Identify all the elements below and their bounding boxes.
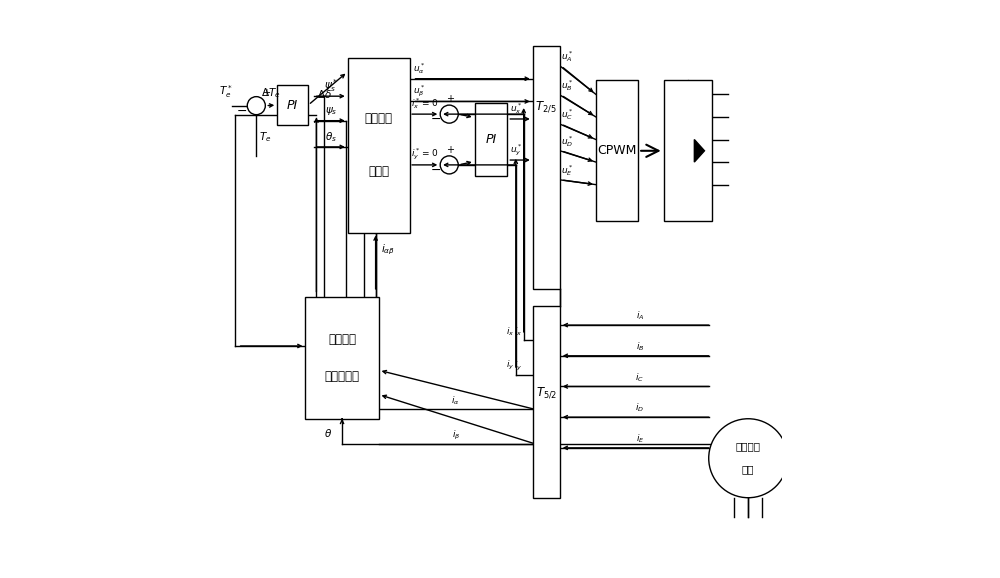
Text: $T_{2/5}$: $T_{2/5}$ xyxy=(535,100,557,114)
Text: $i_C$: $i_C$ xyxy=(635,371,644,384)
Text: 转矩观测器: 转矩观测器 xyxy=(325,370,360,383)
Text: $T_{5/2}$: $T_{5/2}$ xyxy=(536,385,557,399)
Text: $T_e^*$: $T_e^*$ xyxy=(219,83,233,100)
Text: +: + xyxy=(262,88,270,98)
Text: 预测器: 预测器 xyxy=(368,165,389,178)
Text: 电压矢量: 电压矢量 xyxy=(365,112,393,125)
Text: +: + xyxy=(446,94,454,105)
Polygon shape xyxy=(694,139,704,162)
Bar xyxy=(533,46,560,289)
Text: $i_D$: $i_D$ xyxy=(635,402,644,414)
Bar xyxy=(664,80,712,221)
Text: $i_E$: $i_E$ xyxy=(636,432,644,445)
Text: $i_y^*=0$: $i_y^*=0$ xyxy=(411,147,439,162)
Text: $u_A^*$: $u_A^*$ xyxy=(561,49,574,64)
Text: −: − xyxy=(430,113,441,126)
Text: 五相永磁: 五相永磁 xyxy=(736,441,761,451)
Text: $i_x^*=0$: $i_x^*=0$ xyxy=(411,97,439,112)
Bar xyxy=(533,306,560,498)
Text: $u_D^*$: $u_D^*$ xyxy=(561,134,574,149)
Text: $\theta$: $\theta$ xyxy=(324,427,332,439)
Circle shape xyxy=(247,97,265,114)
Text: PI: PI xyxy=(485,133,497,146)
Text: PI: PI xyxy=(287,99,298,112)
Text: $u_{\beta}^*$: $u_{\beta}^*$ xyxy=(413,83,425,99)
Text: $i_y$: $i_y$ xyxy=(514,360,523,373)
Text: $u_B^*$: $u_B^*$ xyxy=(561,79,574,94)
Text: $\Delta T_e$: $\Delta T_e$ xyxy=(261,86,281,100)
Circle shape xyxy=(440,156,458,174)
Text: 定子磁链: 定子磁链 xyxy=(328,334,356,346)
Circle shape xyxy=(709,418,788,498)
Text: $\psi_s^*$: $\psi_s^*$ xyxy=(324,77,338,94)
Text: $u_C^*$: $u_C^*$ xyxy=(561,108,574,123)
Text: −: − xyxy=(430,164,441,177)
Text: $i_x$: $i_x$ xyxy=(514,326,523,338)
Text: 电机: 电机 xyxy=(742,465,754,475)
Text: $u_{\alpha}^*$: $u_{\alpha}^*$ xyxy=(413,61,425,76)
Text: $i_B$: $i_B$ xyxy=(636,340,644,353)
Text: $i_A$: $i_A$ xyxy=(636,310,644,323)
Text: CPWM: CPWM xyxy=(597,144,637,157)
Text: $\psi_s$: $\psi_s$ xyxy=(325,105,337,117)
Bar xyxy=(475,103,507,176)
Circle shape xyxy=(440,105,458,123)
Text: −: − xyxy=(236,105,247,118)
Text: $i_x$: $i_x$ xyxy=(506,325,514,338)
Text: $i_y$: $i_y$ xyxy=(506,360,514,372)
Text: $\theta_s$: $\theta_s$ xyxy=(325,130,337,144)
Text: +: + xyxy=(446,145,454,155)
Text: $u_x^*$: $u_x^*$ xyxy=(510,101,522,116)
Bar xyxy=(596,80,638,221)
Text: $u_y^*$: $u_y^*$ xyxy=(510,142,522,158)
Bar xyxy=(277,85,308,125)
Bar xyxy=(305,298,379,418)
Text: $u_E^*$: $u_E^*$ xyxy=(561,164,574,178)
Text: $i_{\beta}$: $i_{\beta}$ xyxy=(452,429,460,442)
Text: $i_{\alpha\beta}$: $i_{\alpha\beta}$ xyxy=(381,242,395,257)
Text: $T_e$: $T_e$ xyxy=(259,130,271,143)
Text: $\Delta\delta$: $\Delta\delta$ xyxy=(317,88,331,100)
Bar xyxy=(348,58,410,232)
Text: $i_{\alpha}$: $i_{\alpha}$ xyxy=(451,395,460,407)
